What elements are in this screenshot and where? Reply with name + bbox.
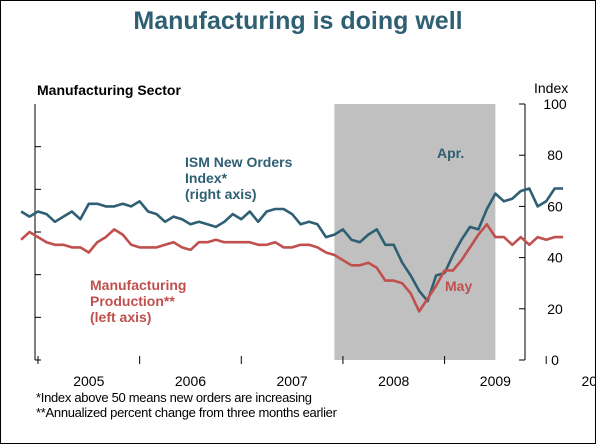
right-axis-tick-label: 20 xyxy=(547,301,563,317)
right-axis-tick-label: 0 xyxy=(551,352,559,368)
x-axis-tick-label: 2009 xyxy=(480,373,511,389)
x-axis-tick-label: 2008 xyxy=(378,373,409,389)
x-axis-tick-label: 2005 xyxy=(73,373,104,389)
manufacturing-production-line xyxy=(20,223,564,313)
x-axis-tick-label: 2007 xyxy=(277,373,308,389)
production-end-label: May xyxy=(445,278,472,294)
ism-end-label: Apr. xyxy=(437,145,464,161)
chart-title: Manufacturing is doing well xyxy=(133,7,463,35)
recession-shading xyxy=(334,104,496,360)
right-axis-tick-label: 80 xyxy=(547,147,563,163)
ism-series-label: ISM New Orders xyxy=(185,154,293,170)
footnote-2: **Annualized percent change from three m… xyxy=(36,405,337,420)
ism-series-label: Index* xyxy=(185,170,228,186)
x-axis-tick-label: 2010 xyxy=(581,373,596,389)
production-series-label: Production** xyxy=(90,293,175,309)
production-series-label: (left axis) xyxy=(90,309,151,325)
right-axis-unit: Index xyxy=(534,80,569,96)
production-series-label: Manufacturing xyxy=(90,277,186,293)
right-axis-tick-label: 40 xyxy=(547,250,563,266)
chart-subtitle: Manufacturing Sector xyxy=(37,82,181,98)
ism-series-label: (right axis) xyxy=(185,186,257,202)
x-axis-tick-label: 2006 xyxy=(175,373,206,389)
ism-new-orders-line xyxy=(20,187,564,303)
footnote-1: *Index above 50 means new orders are inc… xyxy=(36,390,312,405)
right-axis-tick-label: 60 xyxy=(547,198,563,214)
right-axis-tick-label: 100 xyxy=(543,96,567,112)
